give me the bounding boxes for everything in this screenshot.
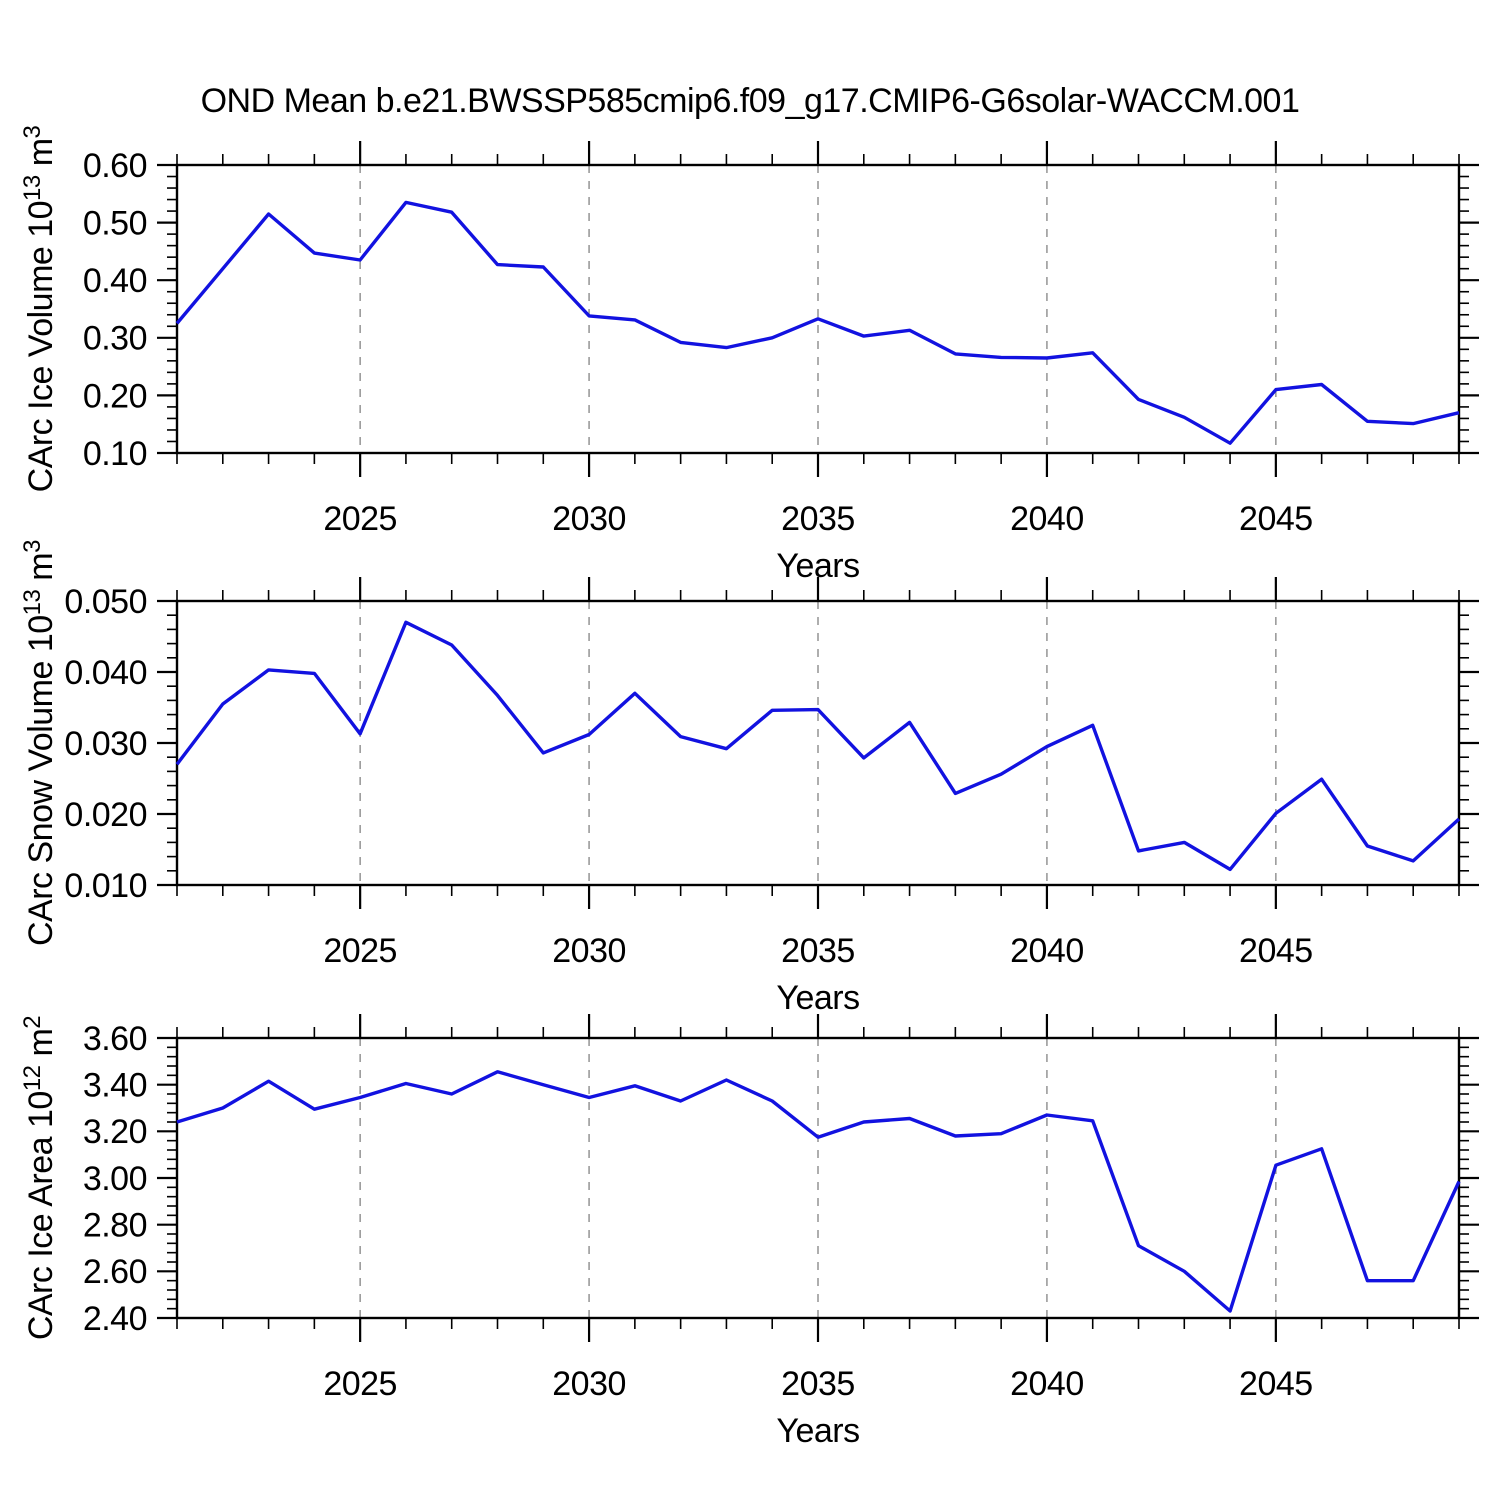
- gridlines: [359, 601, 1277, 885]
- y-tick-label: 3.00: [83, 1160, 147, 1198]
- y-tick-label: 2.40: [83, 1300, 147, 1338]
- y-tick-label: 0.030: [64, 725, 147, 763]
- x-tick-label-2045: 2045: [1239, 500, 1313, 538]
- x-tick-label-2025: 2025: [323, 500, 397, 538]
- y-tick-label: 2.60: [83, 1253, 147, 1291]
- panel-ice-volume: 0.10 0.20 0.30 0.40 0.50 0.60 2025 2030 2035 2040…: [19, 125, 1479, 585]
- x-tick-label-2040: 2040: [1010, 500, 1084, 538]
- data-line-carc-ice-volume: [175, 200, 1460, 445]
- x-tick-label-2045: 2045: [1239, 1365, 1313, 1403]
- x-tick-label-2030: 2030: [552, 932, 626, 970]
- x-tick-label-2040: 2040: [1010, 1365, 1084, 1403]
- y-tick-label: 0.40: [83, 262, 147, 300]
- plot-box: [175, 163, 1461, 455]
- x-tick-label-2030: 2030: [552, 1365, 626, 1403]
- y-tick-label: 0.60: [83, 147, 147, 185]
- y-axis-title: CArc Snow Volume 1013 m3: [19, 540, 60, 946]
- y-tick-labels: 0.010 0.020 0.030 0.040 0.050: [64, 583, 147, 905]
- y-tick-labels: 2.40 2.60 2.80 3.00 3.20 3.40 3.60: [83, 1020, 148, 1338]
- y-tick-label: 0.010: [64, 867, 147, 905]
- panel-ice-area: 2.40 2.60 2.80 3.00 3.20 3.40 3.60 2025 2030 2035…: [19, 1014, 1479, 1450]
- y-tick-label: 0.020: [64, 796, 147, 834]
- y-tick-labels: 0.10 0.20 0.30 0.40 0.50 0.60: [83, 147, 148, 473]
- y-axis-title: CArc Ice Area 1012 m2: [19, 1016, 60, 1341]
- x-tick-label-2035: 2035: [781, 1365, 855, 1403]
- x-tick-label-2035: 2035: [781, 500, 855, 538]
- axis-ticks: [157, 1014, 1479, 1342]
- x-tick-labels: 2025 2030 2035 2040 2045: [323, 932, 1313, 970]
- x-tick-label-2045: 2045: [1239, 932, 1313, 970]
- y-tick-label: 3.20: [83, 1113, 147, 1151]
- x-axis-title: Years: [776, 1412, 859, 1450]
- y-tick-label: 0.30: [83, 320, 147, 358]
- axis-ticks: [157, 141, 1479, 477]
- y-axis-title: CArc Ice Volume 1013 m3: [19, 125, 60, 492]
- x-tick-labels: 2025 2030 2035 2040 2045: [323, 500, 1313, 538]
- y-tick-label: 0.10: [83, 435, 147, 473]
- data-line-carc-snow-volume: [175, 620, 1461, 872]
- y-tick-label: 3.60: [83, 1020, 147, 1058]
- y-tick-label: 0.20: [83, 377, 147, 415]
- y-tick-label: 0.50: [83, 205, 147, 243]
- x-tick-label-2025: 2025: [323, 932, 397, 970]
- plot-box: [175, 1036, 1461, 1320]
- gridlines: [359, 165, 1277, 453]
- x-tick-label-2025: 2025: [323, 1365, 397, 1403]
- x-tick-labels: 2025 2030 2035 2040 2045: [323, 1365, 1313, 1403]
- panel-snow-volume: 0.010 0.020 0.030 0.040 0.050 2025 2030 2035 204…: [19, 540, 1479, 1017]
- x-tick-label-2040: 2040: [1010, 932, 1084, 970]
- y-tick-label: 3.40: [83, 1067, 147, 1105]
- x-tick-label-2030: 2030: [552, 500, 626, 538]
- y-tick-label: 2.80: [83, 1207, 147, 1245]
- data-line-carc-ice-area: [176, 1070, 1461, 1313]
- y-tick-label: 0.040: [64, 654, 147, 692]
- x-tick-label-2035: 2035: [781, 932, 855, 970]
- y-tick-label: 0.050: [64, 583, 147, 621]
- chart-title: OND Mean b.e21.BWSSP585cmip6.f09_g17.CMI…: [200, 82, 1300, 120]
- gridlines: [359, 1038, 1277, 1318]
- x-axis-title: Years: [776, 979, 859, 1017]
- plot-box: [175, 599, 1461, 887]
- axis-ticks: [157, 577, 1479, 909]
